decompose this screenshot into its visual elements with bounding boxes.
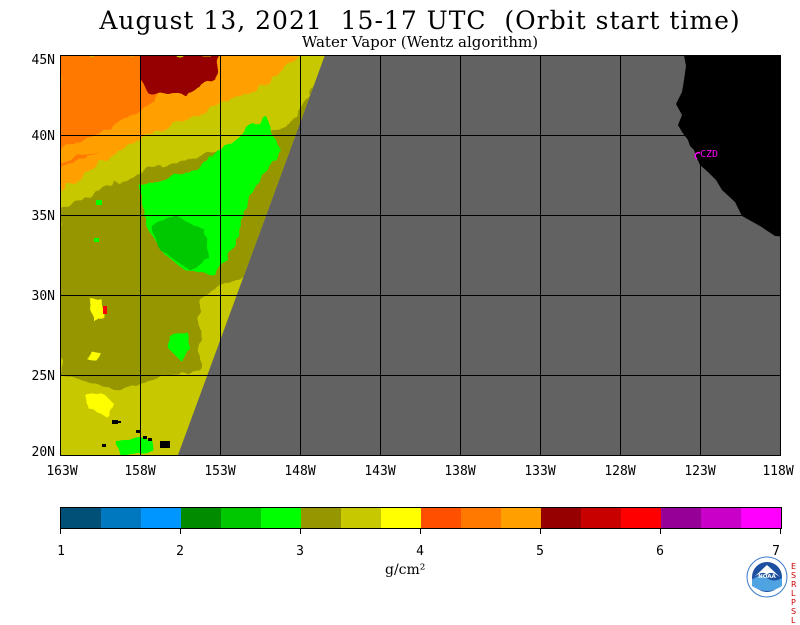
colorbar-swatch [381,508,421,528]
colorbar-swatch [261,508,301,528]
psl-mark-letter: P [791,598,796,607]
colorbar-swatch [741,508,781,528]
colorbar-swatch [141,508,181,528]
psl-mark-letter: L [791,589,796,598]
colorbar-swatch [221,508,261,528]
colorbar-tick-label: 1 [57,544,65,559]
noaa-logo-text: NOAA [758,574,776,580]
lat-label: 35N [32,209,55,224]
latitude-labels: 45N 40N 35N 30N 25N 20N [32,53,55,460]
lon-label: 118W [762,464,793,479]
station-marker: CZD [694,149,718,160]
colorbar-swatch [541,508,581,528]
water-vapor-map: CZD 45N 40N 35N 30N 25N 20N 163W 158W 15… [32,53,794,479]
colorbar-tickmark [660,528,661,534]
colorbar-tickmark [180,528,181,534]
lon-label: 133W [524,464,555,479]
colorbar-tick-label: 3 [296,544,304,559]
colorbar-swatch [461,508,501,528]
psl-mark-letter: L [791,616,796,625]
colorbar-swatch [661,508,701,528]
colorbar-tick-label: 4 [416,544,424,559]
colorbar-swatch [61,508,101,528]
page-title: August 13, 2021 15-17 UTC (Orbit start t… [99,6,741,35]
psl-mark: E S R L P S L [791,562,797,625]
colorbar-tick-label: 6 [656,544,664,559]
page-subtitle: Water Vapor (Wentz algorithm) [301,33,539,51]
lon-label: 158W [124,464,155,479]
lon-label: 128W [604,464,635,479]
colorbar-tickmark [540,528,541,534]
lat-label: 20N [32,445,55,460]
noaa-logo: NOAA [746,556,788,598]
station-label: CZD [700,149,718,160]
lon-label: 163W [46,464,77,479]
lat-label: 45N [32,53,55,68]
psl-mark-letter: S [791,607,797,616]
colorbar-swatch [341,508,381,528]
psl-mark-letter: E [791,562,797,571]
colorbar [60,507,782,529]
lon-label: 153W [204,464,235,479]
colorbar-tick-label: 7 [772,544,780,559]
colorbar-swatch [701,508,741,528]
map-frame [60,55,781,456]
colorbar-tick-label: 2 [176,544,184,559]
colorbar-swatch [101,508,141,528]
colorbar-tickmark [780,528,781,534]
lon-label: 148W [284,464,315,479]
colorbar-tickmark [300,528,301,534]
lon-label: 123W [684,464,715,479]
colorbar-swatch [621,508,661,528]
lon-label: 143W [364,464,395,479]
colorbar-tickmark [420,528,421,534]
lon-label: 138W [444,464,475,479]
colorbar-swatch [501,508,541,528]
longitude-labels: 163W 158W 153W 148W 143W 138W 133W 128W … [46,464,793,479]
colorbar-tickmark [60,528,61,534]
lat-label: 30N [32,289,55,304]
colorbar-tick-label: 5 [536,544,544,559]
psl-mark-letter: S [791,571,797,580]
lat-label: 25N [32,369,55,384]
hawaii-islands [102,420,170,448]
west-coast-land [676,55,780,237]
psl-mark-letter: R [791,580,797,589]
colorbar-swatch [421,508,461,528]
graticule [60,55,780,455]
colorbar-swatch [181,508,221,528]
lat-label: 40N [32,129,55,144]
colorbar-swatch [301,508,341,528]
colorbar-unit: g/cm² [385,562,426,578]
colorbar-swatch [581,508,621,528]
